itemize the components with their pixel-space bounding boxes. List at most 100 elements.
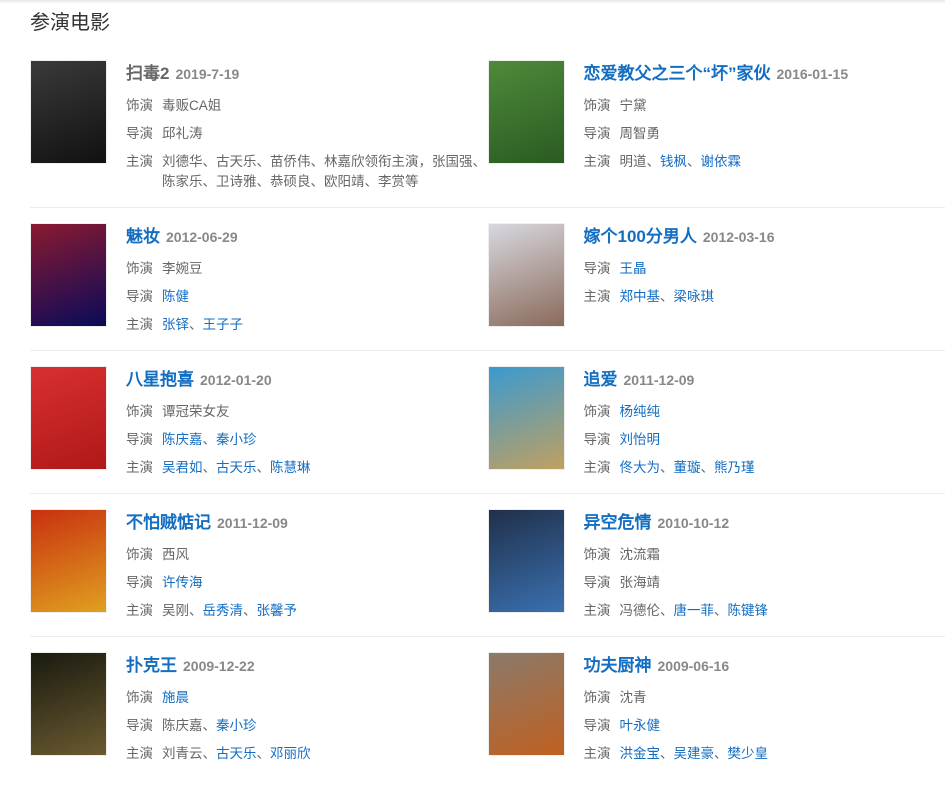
person-name: 刘德华、古天乐、苗侨伟、林嘉欣领衔主演，张国强、陈家乐、卫诗雅、恭硕良、欧阳靖、… [162,154,486,189]
movie-poster[interactable] [487,652,565,756]
movie-poster[interactable] [30,60,107,164]
person-name[interactable]: 樊少皇 [727,746,769,761]
separator: 、 [714,603,728,618]
person-name[interactable]: 叶永健 [619,718,661,733]
credit-label: 主演 [583,289,611,304]
movie-item: 八星抱喜 2012-01-20 饰演 谭冠荣女友 导演 陈庆嘉、秦小珍 主演 吴君如、古天乐、… [30,366,488,478]
credit-line: 主演 佟大为、董璇、熊乃瑾 [584,458,944,478]
credit-label: 主演 [126,317,153,332]
credit-label: 饰演 [583,690,611,705]
person-name[interactable]: 谢依霖 [700,154,742,169]
person-name[interactable]: 张馨予 [256,603,298,618]
movie-title[interactable]: 八星抱喜 [126,370,194,389]
credit-names: 陈健 [162,287,486,307]
credit-label: 饰演 [126,547,153,562]
movie-title[interactable]: 不怕贼惦记 [126,513,211,532]
movie-info: 嫁个100分男人 2012-03-16 导演 王晶 主演 郑中基、梁咏琪 [584,223,944,335]
credit-label: 主演 [126,746,153,761]
movie-title[interactable]: 功夫厨神 [583,656,652,675]
credit-names: 谭冠荣女友 [162,402,486,422]
movie-poster[interactable] [30,223,107,327]
person-name[interactable]: 秦小珍 [216,432,257,447]
person-name[interactable]: 杨纯纯 [619,404,661,419]
movie-poster[interactable] [30,366,107,470]
person-name[interactable]: 熊乃瑾 [714,460,755,475]
title-line: 嫁个100分男人 2012-03-16 [584,223,944,251]
movie-poster[interactable] [487,366,565,470]
person-name: 张海靖 [619,575,661,590]
separator: 、 [202,432,217,447]
person-name[interactable]: 施晨 [162,690,189,705]
movie-item: 扑克王 2009-12-22 饰演 施晨 导演 陈庆嘉、秦小珍 主演 刘青云、古天乐、邓丽欣 [30,652,488,764]
movie-poster[interactable] [487,60,565,164]
credit-names: 张海靖 [620,573,944,593]
top-shadow [0,0,945,4]
credit-names: 刘青云、古天乐、邓丽欣 [162,744,486,764]
release-date: 2012-06-29 [166,229,238,245]
credit-label: 导演 [583,432,611,447]
movie-title[interactable]: 异空危情 [583,513,652,532]
credit-label: 导演 [126,126,153,141]
credit-names: 许传海 [162,573,486,593]
movie-title[interactable]: 魅妆 [126,227,160,246]
credit-label: 主演 [126,603,153,618]
credit-names: 刘怡明 [620,430,944,450]
person-name[interactable]: 秦小珍 [216,718,257,733]
movie-poster[interactable] [487,223,565,327]
person-name[interactable]: 吴建豪 [673,746,715,761]
movie-item: 不怕贼惦记 2011-12-09 饰演 西风 导演 许传海 主演 吴刚、岳秀清、张馨予 [30,509,488,621]
person-name[interactable]: 刘怡明 [619,432,661,447]
credit-names: 邱礼涛 [162,124,486,144]
title-line: 八星抱喜 2012-01-20 [126,366,486,394]
movie-list: 扫毒2 2019-7-19 饰演 毒贩CA姐 导演 邱礼涛 主演 刘德华、古天乐、苗侨伟、林嘉… [30,45,945,779]
movie-info: 功夫厨神 2009-06-16 饰演 沈青 导演 叶永健 主演 洪金宝、吴建豪、樊少皇 [584,652,944,764]
person-name: 陈庆嘉 [162,718,203,733]
separator: 、 [700,460,715,475]
person-name[interactable]: 唐一菲 [673,603,715,618]
person-name[interactable]: 岳秀清 [202,603,244,618]
person-name[interactable]: 董璇 [673,460,701,475]
person-name[interactable]: 陈庆嘉 [162,432,203,447]
credit-names: 陈庆嘉、秦小珍 [162,430,486,450]
movie-title[interactable]: 扑克王 [126,656,177,675]
movie-poster[interactable] [487,509,565,613]
movie-poster[interactable] [30,509,107,613]
movie-info: 八星抱喜 2012-01-20 饰演 谭冠荣女友 导演 陈庆嘉、秦小珍 主演 吴君如、古天乐、… [126,366,486,478]
person-name[interactable]: 张铎 [162,317,189,332]
movie-info: 追爱 2011-12-09 饰演 杨纯纯 导演 刘怡明 主演 佟大为、董璇、熊乃瑾 [584,366,944,478]
movie-title[interactable]: 嫁个100分男人 [583,227,697,246]
person-name[interactable]: 梁咏琪 [673,289,715,304]
separator: 、 [687,154,701,169]
movie-item: 扫毒2 2019-7-19 饰演 毒贩CA姐 导演 邱礼涛 主演 刘德华、古天乐、苗侨伟、林嘉… [30,60,488,192]
person-name[interactable]: 佟大为 [619,460,661,475]
person-name[interactable]: 邓丽欣 [270,746,311,761]
person-name[interactable]: 陈慧琳 [270,460,311,475]
movie-title[interactable]: 追爱 [583,370,618,389]
credit-label: 饰演 [126,404,153,419]
person-name[interactable]: 古天乐 [216,746,257,761]
movie-title[interactable]: 恋爱教父之三个“坏”家伙 [583,64,771,83]
credit-label: 饰演 [583,404,611,419]
person-name[interactable]: 吴君如 [162,460,203,475]
title-line: 恋爱教父之三个“坏”家伙 2016-01-15 [584,60,944,88]
title-line: 扑克王 2009-12-22 [126,652,486,680]
credit-line: 饰演 沈青 [584,688,944,708]
credit-label: 导演 [583,261,611,276]
credit-line: 导演 张海靖 [584,573,944,593]
person-name[interactable]: 陈健 [162,289,189,304]
person-name[interactable]: 洪金宝 [619,746,661,761]
person-name[interactable]: 古天乐 [216,460,257,475]
credit-line: 饰演 毒贩CA姐 [126,96,486,116]
person-name[interactable]: 王子子 [202,317,244,332]
person-name[interactable]: 郑中基 [619,289,661,304]
person-name[interactable]: 钱枫 [660,154,687,169]
credit-line: 导演 邱礼涛 [126,124,486,144]
person-name[interactable]: 许传海 [162,575,203,590]
credit-names: 毒贩CA姐 [162,96,486,116]
movie-poster[interactable] [30,652,107,756]
person-name[interactable]: 王晶 [619,261,647,276]
credit-line: 导演 叶永健 [584,716,944,736]
person-name: 周智勇 [619,126,661,141]
person-name[interactable]: 陈键锋 [727,603,769,618]
credit-names: 吴刚、岳秀清、张馨予 [162,601,486,621]
